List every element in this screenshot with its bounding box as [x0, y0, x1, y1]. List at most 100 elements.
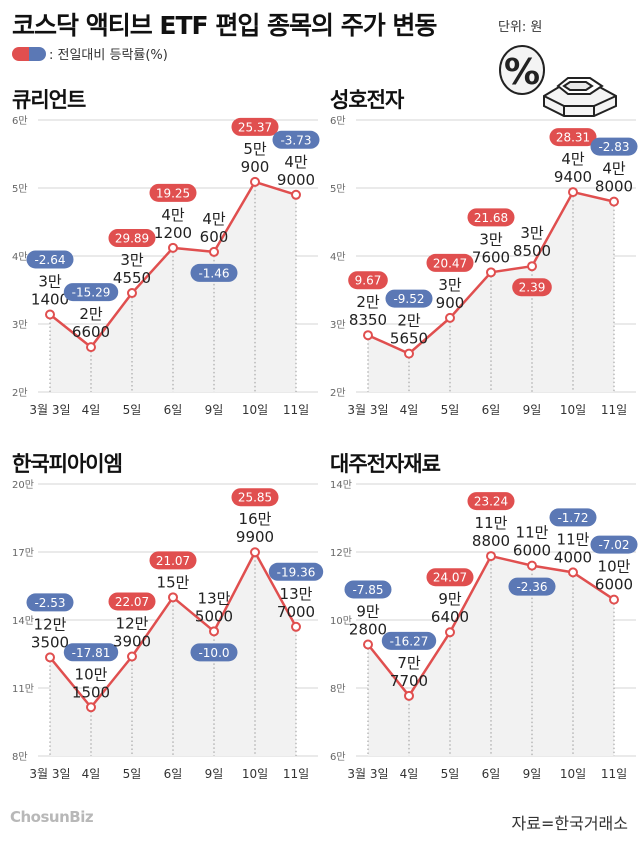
price-label-2-2-a: 12만: [116, 614, 149, 632]
price-label-0-1-a: 2만: [79, 305, 103, 323]
price-label-3-5-b: 4000: [554, 548, 592, 566]
price-label-1-0-b: 8350: [349, 311, 387, 329]
x-tick-1-5: 10일: [560, 403, 586, 417]
data-point-3-1: [404, 690, 414, 701]
area-0: [50, 181, 296, 392]
change-badge-1-5: [549, 128, 597, 147]
data-point-2-5: [250, 547, 260, 558]
y-tick-1-0: 2만: [330, 387, 346, 399]
price-label-1-5-b: 9400: [554, 168, 592, 186]
x-tick-3-4: 9일: [523, 767, 542, 781]
data-point-3-3: [486, 551, 496, 562]
price-label-2-6-a: 13만: [280, 585, 313, 603]
data-point-1-5: [568, 187, 578, 198]
legend: : 전일대비 등락률(%): [12, 44, 168, 63]
change-badge-1-0: [348, 271, 388, 290]
x-tick-0-6: 11일: [283, 403, 309, 417]
x-tick-0-1: 4일: [82, 403, 101, 417]
price-label-2-4-a: 13만: [198, 589, 231, 607]
price-label-0-1-b: 6600: [72, 323, 110, 341]
y-tick-1-2: 4만: [330, 251, 346, 263]
price-label-3-0-a: 9만: [356, 602, 380, 620]
change-badge-3-6: [590, 535, 638, 554]
change-badge-text-1-5: 28.31: [556, 131, 590, 145]
price-label-0-0-a: 3만: [38, 272, 62, 290]
y-tick-3-2: 10만: [330, 615, 352, 627]
change-badge-text-2-2: 22.07: [115, 595, 149, 609]
x-tick-3-3: 6일: [482, 767, 501, 781]
price-label-2-1-b: 1500: [72, 683, 110, 701]
change-badge-2-1: [63, 643, 119, 662]
panel-title-2: 한국피아이엠: [12, 452, 123, 476]
price-label-1-5-a: 4만: [561, 150, 585, 168]
price-label-2-2-b: 3900: [113, 632, 151, 650]
x-tick-2-2: 5일: [123, 767, 142, 781]
data-point-2-1: [86, 702, 96, 713]
change-badge-text-0-4: -1.46: [198, 266, 229, 280]
change-badge-1-2: [426, 253, 474, 272]
change-badge-text-0-0: -2.64: [34, 253, 65, 267]
y-tick-0-0: 2만: [12, 387, 28, 399]
x-tick-2-1: 4일: [82, 767, 101, 781]
change-badge-0-0: [26, 250, 74, 269]
change-badge-3-0: [344, 580, 392, 599]
x-tick-1-3: 6일: [482, 403, 501, 417]
data-point-1-6: [609, 196, 619, 207]
data-point-0-5: [250, 176, 260, 187]
x-tick-0-2: 5일: [123, 403, 142, 417]
price-label-1-1-a: 2만: [397, 312, 421, 330]
y-tick-1-1: 3만: [330, 319, 346, 331]
data-point-3-4: [527, 560, 537, 571]
price-label-0-3-b: 1200: [154, 224, 192, 242]
data-point-3-6: [609, 594, 619, 605]
price-label-0-0-b: 1400: [31, 290, 69, 308]
change-badge-text-0-5: 25.37: [238, 120, 272, 134]
y-tick-2-2: 14만: [12, 615, 34, 627]
data-point-0-4: [209, 246, 219, 257]
y-tick-3-3: 12만: [330, 547, 352, 559]
price-label-2-4-b: 5000: [195, 607, 233, 625]
change-badge-1-6: [590, 137, 638, 156]
price-label-1-2-b: 900: [436, 294, 465, 312]
area-3: [368, 556, 614, 756]
x-tick-1-0: 3월 3일: [347, 403, 388, 417]
change-badge-text-0-1: -15.29: [72, 286, 111, 300]
y-tick-3-0: 6만: [330, 751, 346, 763]
price-label-2-5-a: 16만: [239, 510, 272, 528]
price-label-1-4-b: 8500: [513, 242, 551, 260]
price-label-3-1-b: 7700: [390, 672, 428, 690]
price-label-3-3-a: 11만: [475, 514, 508, 532]
x-tick-0-3: 6일: [164, 403, 183, 417]
price-label-2-0-a: 12만: [34, 615, 67, 633]
data-point-0-0: [45, 309, 55, 320]
change-badge-0-6: [272, 130, 320, 149]
x-tick-2-4: 9일: [205, 767, 224, 781]
price-label-2-3-a: 15만: [157, 573, 190, 591]
price-label-1-0-a: 2만: [356, 293, 380, 311]
price-label-0-3-a: 4만: [161, 206, 185, 224]
change-badge-text-1-2: 20.47: [433, 256, 467, 270]
y-tick-1-3: 5만: [330, 183, 346, 195]
price-label-3-4-b: 6000: [513, 542, 551, 560]
area-1: [368, 192, 614, 392]
x-tick-0-0: 3월 3일: [29, 403, 70, 417]
panel-title-3: 대주전자재료: [330, 452, 441, 476]
change-badge-text-2-3: 21.07: [156, 554, 190, 568]
change-badge-3-3: [467, 492, 515, 511]
change-badge-3-4: [508, 577, 556, 596]
data-point-3-0: [363, 639, 373, 650]
change-badge-2-5: [231, 488, 279, 507]
y-tick-2-0: 8만: [12, 751, 28, 763]
y-tick-0-2: 4만: [12, 251, 28, 263]
change-badge-2-3: [149, 551, 197, 570]
price-label-0-2-b: 4550: [113, 269, 151, 287]
change-badge-text-1-0: 9.67: [355, 274, 382, 288]
price-label-2-5-b: 9900: [236, 528, 274, 546]
price-label-1-1-b: 5650: [390, 330, 428, 348]
change-badge-text-1-3: 21.68: [474, 211, 508, 225]
y-tick-3-1: 8만: [330, 683, 346, 695]
x-tick-3-0: 3월 3일: [347, 767, 388, 781]
change-badge-2-0: [26, 593, 74, 612]
price-label-2-1-a: 10만: [75, 665, 108, 683]
change-badge-text-2-6: -19.36: [277, 565, 316, 579]
